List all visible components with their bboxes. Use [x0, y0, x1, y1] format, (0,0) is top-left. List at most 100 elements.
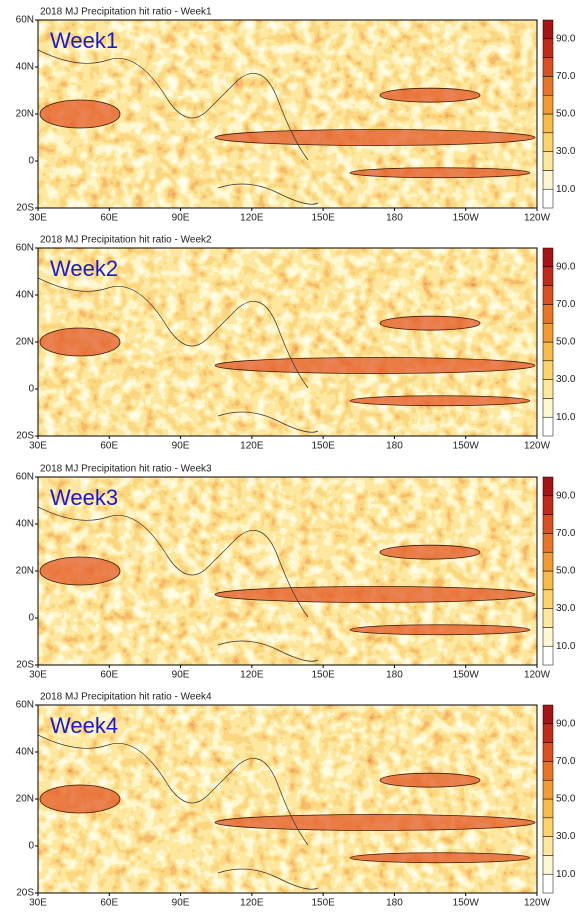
colorbar-bin: [542, 132, 554, 152]
colorbar-bin: [542, 19, 554, 40]
colorbar-bin: [542, 779, 554, 800]
map: [38, 248, 537, 436]
colorbar-label: 70.0: [556, 756, 576, 767]
y-tick-label: 40N: [16, 62, 34, 73]
colorbar-bin: [542, 551, 554, 572]
x-tick-label: 120W: [524, 441, 551, 452]
colorbar-bin: [542, 416, 554, 437]
high-band: [214, 357, 536, 374]
x-tick-label: 120W: [524, 213, 551, 224]
colorbar-bin: [542, 570, 554, 591]
x-tick-label: 90E: [172, 441, 190, 452]
y-tick-label: 60N: [16, 472, 34, 483]
colorbar-bin: [542, 170, 554, 190]
x-tick-label: 150W: [453, 670, 480, 681]
y-tick-label: 60N: [16, 243, 34, 254]
x-tick-label: 60E: [100, 441, 118, 452]
colorbar-bin: [542, 817, 554, 837]
week-label: Week4: [50, 713, 118, 738]
x-tick-label: 120W: [524, 670, 551, 681]
colorbar-label: 70.0: [556, 299, 576, 310]
high-band: [39, 784, 121, 814]
x-tick-label: 150E: [311, 213, 335, 224]
coastline: [38, 277, 319, 433]
map: [38, 705, 537, 893]
colorbar-bin: [542, 285, 554, 305]
colorbar-bin: [542, 495, 554, 515]
high-band: [39, 99, 121, 129]
colorbar-bin: [542, 627, 554, 647]
colorbar-bin: [542, 645, 554, 666]
y-tick-label: 40N: [16, 747, 34, 758]
high-band: [379, 315, 481, 331]
panel-title: 2018 MJ Precipitation hit ratio - Week1: [40, 7, 212, 18]
colorbar-bin: [542, 266, 554, 286]
colorbar-label: 10.0: [556, 869, 576, 880]
x-tick-label: 180: [386, 670, 403, 681]
colorbar-bin: [542, 704, 554, 725]
y-tick-label: 60N: [16, 700, 34, 711]
x-tick-label: 150W: [453, 441, 480, 452]
colorbar-bin: [542, 113, 554, 134]
colorbar-bin: [542, 398, 554, 418]
map: [38, 20, 537, 208]
y-tick-label: 0: [28, 841, 34, 852]
colorbar-label: 10.0: [556, 641, 576, 652]
colorbar-label: 50.0: [556, 337, 576, 348]
colorbar-bin: [542, 188, 554, 209]
y-tick-label: 20S: [16, 431, 34, 442]
colorbar-label: 90.0: [556, 33, 576, 44]
colorbar-label: 50.0: [556, 109, 576, 120]
x-tick-label: 180: [386, 213, 403, 224]
y-tick-label: 20N: [16, 109, 34, 120]
high-band: [379, 772, 481, 788]
x-tick-label: 150E: [311, 898, 335, 909]
map: [38, 477, 537, 665]
colorbar-bin: [542, 476, 554, 497]
y-tick-label: 20S: [16, 888, 34, 899]
colorbar-label: 90.0: [556, 261, 576, 272]
colorbar-bin: [542, 322, 554, 343]
colorbar-label: 70.0: [556, 71, 576, 82]
high-band: [349, 395, 531, 407]
colorbar-label: 10.0: [556, 412, 576, 423]
colorbar-bin: [542, 608, 554, 628]
high-band: [39, 327, 121, 357]
high-band: [349, 167, 531, 179]
colorbar-bin: [542, 836, 554, 856]
x-tick-label: 150E: [311, 441, 335, 452]
colorbar-label: 30.0: [556, 146, 576, 157]
high-band: [214, 129, 536, 146]
x-tick-label: 60E: [100, 213, 118, 224]
colorbar-bin: [542, 360, 554, 380]
high-band: [214, 586, 536, 603]
colorbar-label: 90.0: [556, 490, 576, 501]
x-tick-label: 90E: [172, 898, 190, 909]
y-tick-label: 0: [28, 156, 34, 167]
y-tick-label: 20N: [16, 566, 34, 577]
colorbar-bin: [542, 514, 554, 534]
colorbar-label: 90.0: [556, 718, 576, 729]
week-label: Week1: [50, 28, 118, 53]
colorbar-label: 50.0: [556, 566, 576, 577]
colorbar-bin: [542, 304, 554, 324]
panel-title: 2018 MJ Precipitation hit ratio - Week3: [40, 464, 212, 475]
colorbar-label: 30.0: [556, 831, 576, 842]
x-tick-label: 150W: [453, 213, 480, 224]
colorbar-bin: [542, 341, 554, 362]
colorbar-bin: [542, 151, 554, 171]
x-tick-label: 120E: [240, 213, 264, 224]
colorbar-bin: [542, 589, 554, 609]
x-tick-label: 120E: [240, 670, 264, 681]
high-band: [379, 87, 481, 103]
x-tick-label: 120E: [240, 441, 264, 452]
x-tick-label: 120E: [240, 898, 264, 909]
colorbar-bin: [542, 873, 554, 894]
y-tick-label: 20S: [16, 203, 34, 214]
colorbar-bin: [542, 798, 554, 819]
colorbar-bin: [542, 76, 554, 96]
colorbar-bin: [542, 38, 554, 58]
colorbar-bin: [542, 742, 554, 762]
x-tick-label: 30E: [29, 898, 47, 909]
